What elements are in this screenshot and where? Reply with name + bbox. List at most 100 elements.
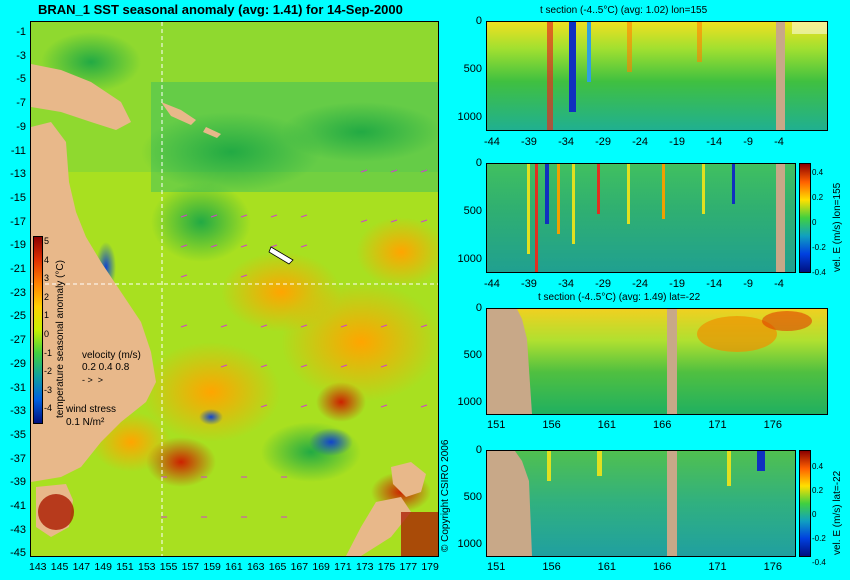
lon-tick: 147 [72,561,91,573]
section4-colorbar [799,450,811,557]
lon-tick: 177 [399,561,418,573]
australia-land [31,122,156,482]
lat-tick: -14 [706,278,723,290]
depth-tick: 0 [475,157,482,169]
cb-tick: 0.2 [812,486,824,495]
section4-side-label: vel. E (m/s) lat=-22 [832,470,843,555]
lat-tick: -4 [774,278,784,290]
wind-stress-arrows [161,169,428,518]
cb-tick: 0.4 [812,462,824,471]
main-title: BRAN_1 SST seasonal anomaly (avg: 1.41) … [38,2,403,17]
section2-colorbar-ticks: 0.4 0.2 0 -0.2 -0.4 [812,160,826,285]
lon-tick: 145 [50,561,69,573]
lat-tick: -44 [484,136,500,148]
lon-tick: 171 [708,419,727,431]
new-caledonia-outline [268,246,294,265]
lat-tick: -1 [16,26,26,38]
lat-tick: -45 [10,547,26,560]
lon-tick: 166 [652,419,672,431]
lat-tick: -29 [10,357,26,370]
cb-tick: 0.2 [812,193,824,202]
lat-tick: -31 [10,381,26,394]
section2-x-axis: -44 -39 -34 -29 -24 -19 -14 -9 -4 [484,278,784,290]
section1-title: t section (-4..5°C) (avg: 1.02) lon=155 [540,5,708,16]
lon-tick: 156 [542,561,561,573]
section4-plot[interactable] [486,450,796,557]
map-lon-axis: 143 145 147 149 151 153 155 157 159 161 … [29,561,439,573]
lat-tick: -11 [10,144,26,157]
depth-tick: 0 [475,15,482,27]
section4-colorbar-ticks: 0.4 0.2 0 -0.2 -0.4 [812,455,826,575]
lat-tick: -24 [632,278,649,290]
lat-tick: -9 [743,278,753,290]
cb-tick: 2 [44,291,50,302]
velocity-label: velocity (m/s) [82,350,141,361]
lat-tick: -9 [16,120,26,133]
lon-tick: 155 [159,561,178,573]
lon-tick: 161 [597,419,617,431]
lat-tick: -39 [10,476,26,489]
lat-tick: -14 [706,136,723,148]
lat-tick: -35 [10,428,26,441]
velocity-arrows-icon: - > > [82,375,104,385]
lat-tick: -4 [774,136,784,148]
lat-tick: -19 [10,239,26,252]
wind-legend: wind stress 0.1 N/m² [66,403,116,429]
lon-tick: 167 [290,561,309,573]
section1-x-axis: -44 -39 -34 -29 -24 -19 -14 -9 -4 [484,136,784,148]
map-colorbar [33,236,43,424]
lat-tick: -15 [10,191,26,204]
new-zealand-north-land [391,462,426,497]
section3-canvas [487,309,812,414]
lon-tick: 159 [203,561,221,573]
depth-tick: 500 [463,349,482,361]
lat-tick: -24 [632,136,649,148]
lon-tick: 171 [334,561,352,573]
lon-tick: 153 [137,561,156,573]
lat-tick: -41 [10,500,26,512]
copyright-text: © Copyright CSIRO 2006 [440,439,451,552]
lat-tick: -34 [558,136,574,148]
lat-tick: -5 [16,73,26,86]
sst-anomaly-map[interactable] [30,21,439,557]
lat-tick: -29 [595,278,611,290]
section1-plot[interactable] [486,21,828,131]
wind-scale: 0.1 N/m² [66,417,105,428]
new-zealand-south-land [346,497,411,556]
cb-tick: -4 [44,403,53,414]
cb-tick: -1 [44,347,53,358]
lat-tick: -9 [743,136,753,148]
lon-tick: 169 [312,561,330,573]
map-colorbar-ticks: 5 4 3 2 1 0 -1 -2 -3 -4 [44,232,52,418]
section1-canvas [547,22,827,130]
cb-tick: 0.4 [812,168,824,177]
depth-tick: 1000 [457,111,482,123]
lat-tick: -23 [10,286,26,299]
lat-tick: -44 [484,278,500,290]
lon-tick: 161 [225,561,243,573]
cb-tick: -0.2 [812,243,826,252]
lat-tick: -13 [10,168,26,181]
section2-plot[interactable] [486,163,796,273]
cb-tick: 0 [812,218,817,227]
lat-tick: -27 [10,334,26,347]
lat-tick: -39 [521,278,537,290]
lon-tick: 175 [377,561,396,573]
lon-tick: 151 [487,561,506,573]
lat-tick: -19 [669,136,686,148]
lat-tick: -29 [595,136,611,148]
section3-plot[interactable] [486,308,828,415]
section2-side-label: vel. E (m/s) lon=155 [832,182,843,272]
island-land [161,102,196,125]
lat-tick: -34 [558,278,574,290]
cb-tick: 0 [44,328,50,339]
lat-tick: -25 [10,310,26,323]
cb-tick: -2 [44,366,53,377]
new-guinea-land [31,64,131,130]
lon-tick: 179 [421,561,439,573]
cb-tick: 4 [44,254,50,265]
lat-tick: -19 [669,278,686,290]
depth-tick: 500 [463,63,482,75]
lat-tick: -37 [10,452,26,465]
depth-tick: 500 [463,205,482,217]
